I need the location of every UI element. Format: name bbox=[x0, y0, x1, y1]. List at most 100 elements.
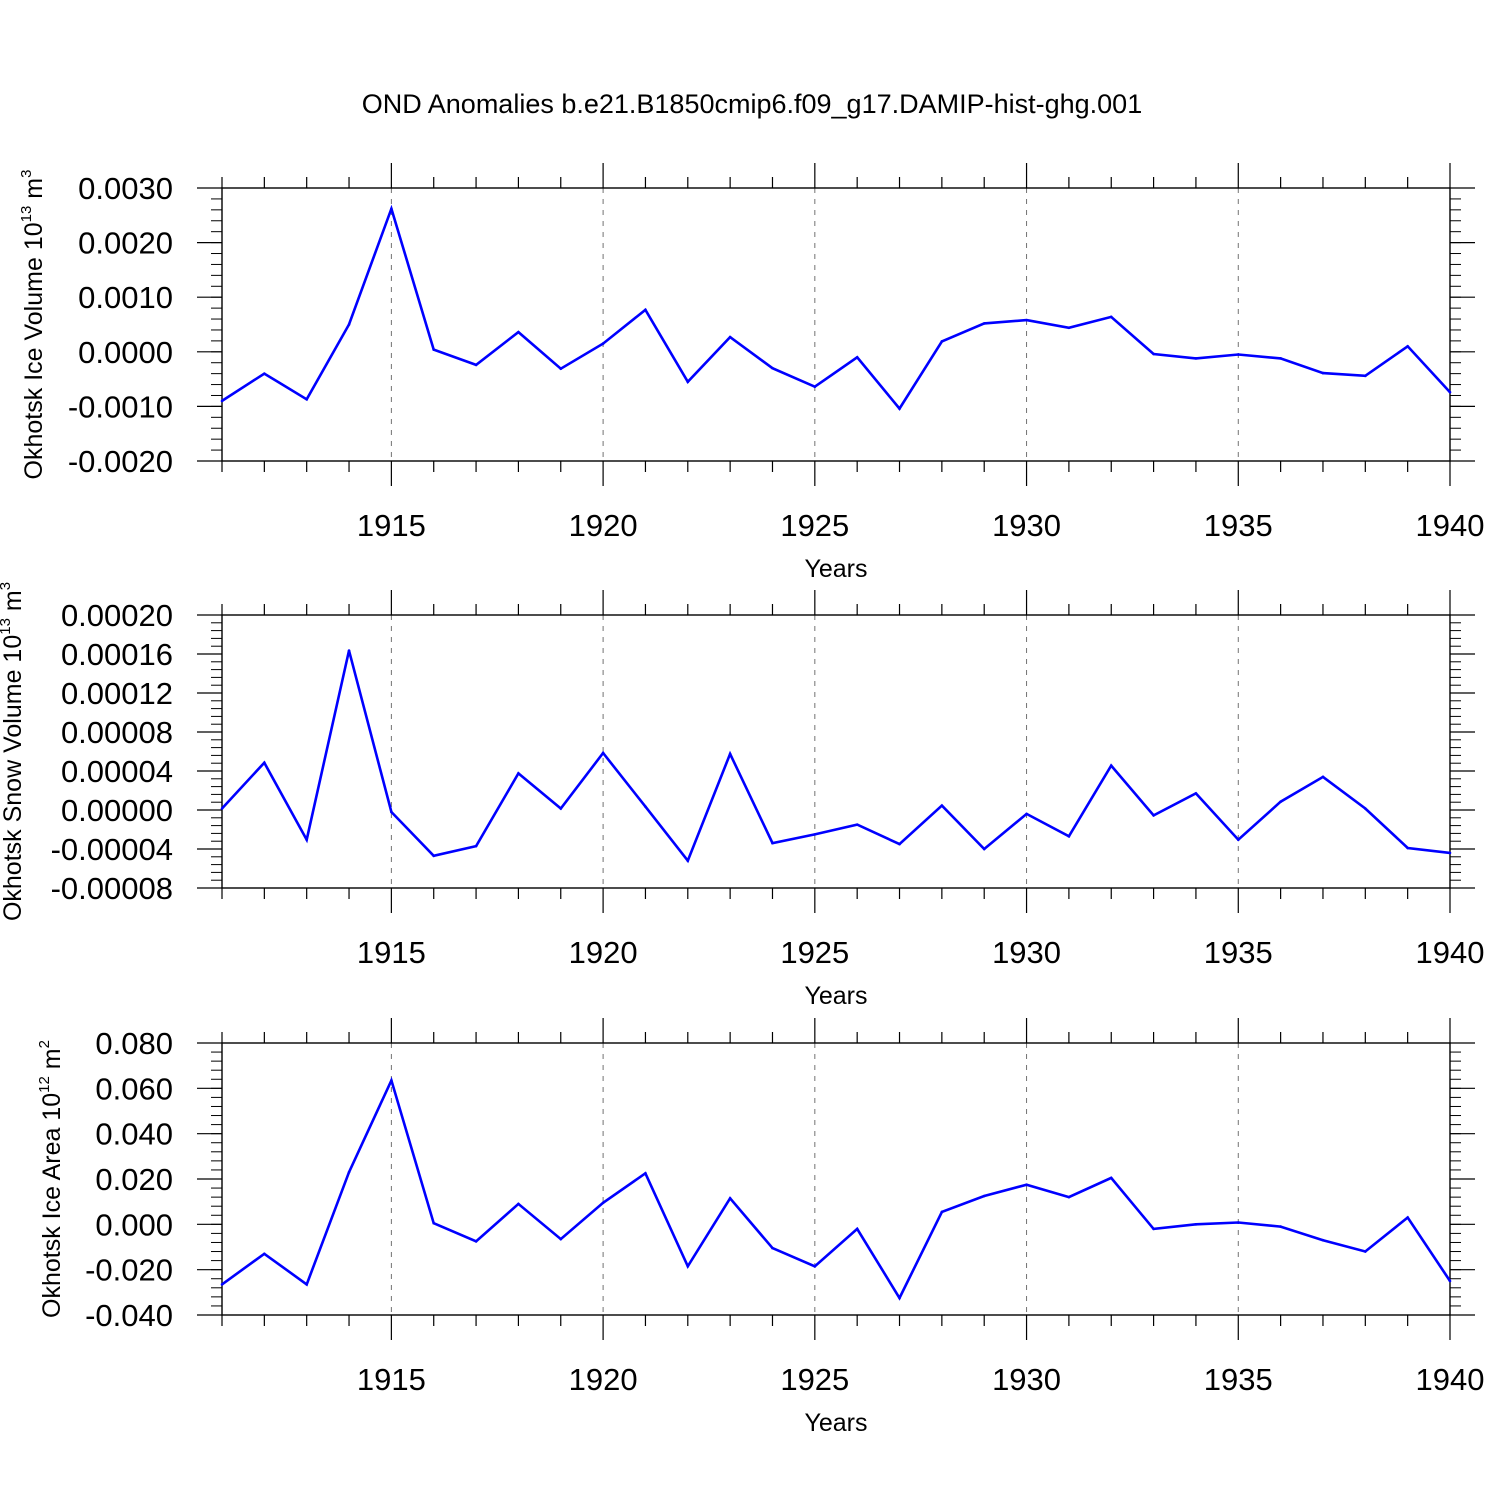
data-point-1937 bbox=[1321, 775, 1325, 779]
data-point-1934 bbox=[1194, 1223, 1198, 1226]
data-point-1938 bbox=[1364, 807, 1367, 810]
data-point-1924 bbox=[771, 366, 774, 370]
data-point-1932 bbox=[1109, 315, 1113, 319]
data-point-1938 bbox=[1364, 374, 1367, 378]
y-axis-title-unit: m bbox=[0, 590, 27, 618]
panel-1: 0.0030 0.0020 0.0010 0.0000 -0.0010 -0.0020 19… bbox=[18, 163, 1484, 583]
x-tick-label: 1930 bbox=[992, 935, 1061, 970]
series-line bbox=[221, 204, 1451, 411]
data-point-1926 bbox=[855, 355, 859, 359]
y-tick-label: 0.040 bbox=[95, 1117, 173, 1152]
y-tick-label: -0.0020 bbox=[68, 444, 173, 479]
data-point-1914 bbox=[347, 1170, 351, 1174]
panel-2: 0.00020 0.00016 0.00012 0.00008 0.00004 0.000… bbox=[0, 582, 1484, 1010]
data-point-1923 bbox=[728, 752, 732, 756]
y-axis-title: Okhotsk Ice Volume 1013 m3 bbox=[18, 170, 48, 480]
data-point-1930 bbox=[1025, 812, 1028, 816]
data-point-1923 bbox=[728, 335, 732, 339]
plot-frame bbox=[221, 614, 1451, 889]
x-tick-label: 1925 bbox=[780, 1362, 849, 1397]
data-point-1933 bbox=[1152, 814, 1155, 817]
y-axis-title-prefix: Okhotsk Ice Volume 10 bbox=[20, 222, 48, 479]
data-point-1911 bbox=[220, 399, 224, 403]
data-point-1940 bbox=[1448, 1279, 1452, 1283]
data-point-1929 bbox=[982, 1194, 986, 1198]
data-point-1934 bbox=[1194, 792, 1198, 795]
data-point-1911 bbox=[220, 807, 224, 810]
data-point-1917 bbox=[474, 844, 478, 848]
data-point-1938 bbox=[1364, 1250, 1367, 1253]
data-point-1936 bbox=[1279, 800, 1282, 804]
data-point-1935 bbox=[1236, 838, 1240, 842]
data-point-1921 bbox=[644, 1172, 647, 1175]
x-tick-label: 1935 bbox=[1204, 1362, 1273, 1397]
chart-title: OND Anomalies b.e21.B1850cmip6.f09_g17.D… bbox=[362, 89, 1142, 119]
y-tick-label: 0.0030 bbox=[78, 171, 173, 206]
data-point-1920 bbox=[601, 751, 605, 755]
data-point-1917 bbox=[474, 1240, 478, 1243]
data-point-1926 bbox=[855, 823, 859, 826]
y-tick-label: 0.060 bbox=[95, 1071, 173, 1106]
data-point-1923 bbox=[728, 1196, 732, 1200]
y-axis-title-exp: 13 bbox=[18, 206, 35, 223]
data-point-1921 bbox=[644, 805, 647, 808]
panel-3: 0.080 0.060 0.040 0.020 0.000 -0.020 -0.040 191… bbox=[36, 1018, 1484, 1437]
y-tick-label: 0.0010 bbox=[78, 280, 173, 315]
data-point-1932 bbox=[1109, 764, 1113, 767]
plot-frame bbox=[221, 187, 1451, 462]
x-tick-label: 1920 bbox=[569, 935, 638, 970]
data-point-1912 bbox=[263, 372, 266, 375]
data-point-1918 bbox=[517, 1202, 520, 1206]
y-tick-label: -0.040 bbox=[85, 1298, 173, 1333]
data-point-1916 bbox=[432, 854, 436, 858]
data-point-1921 bbox=[644, 308, 647, 312]
data-point-1916 bbox=[432, 348, 436, 351]
y-tick-label: -0.00008 bbox=[51, 871, 173, 906]
x-tick-label: 1915 bbox=[357, 1362, 426, 1397]
y-tick-label: 0.0000 bbox=[78, 335, 173, 370]
y-tick-label: 0.000 bbox=[95, 1207, 173, 1242]
data-point-1932 bbox=[1109, 1176, 1113, 1180]
x-tick-label: 1935 bbox=[1204, 935, 1273, 970]
x-axis-title: Years bbox=[804, 555, 867, 583]
data-point-1912 bbox=[263, 1252, 266, 1256]
data-point-1919 bbox=[559, 807, 563, 810]
data-point-1930 bbox=[1025, 318, 1028, 322]
y-axis-title-exp: 12 bbox=[36, 1076, 53, 1093]
data-point-1925 bbox=[813, 385, 817, 389]
data-point-1933 bbox=[1152, 352, 1155, 356]
y-axis-title-unit: m bbox=[38, 1048, 66, 1076]
data-point-1928 bbox=[940, 1210, 944, 1214]
data-point-1917 bbox=[474, 363, 478, 367]
data-point-1913 bbox=[305, 398, 308, 401]
y-axis-title-prefix: Okhotsk Snow Volume 10 bbox=[0, 635, 27, 921]
series-line bbox=[221, 650, 1451, 864]
data-point-1925 bbox=[813, 1264, 817, 1268]
x-tick-label: 1915 bbox=[357, 508, 426, 543]
plot-frame bbox=[221, 1042, 1451, 1316]
data-point-1920 bbox=[601, 1201, 605, 1205]
x-tick-label: 1920 bbox=[569, 1362, 638, 1397]
x-axis-title: Years bbox=[804, 1409, 867, 1437]
data-point-1940 bbox=[1448, 390, 1452, 394]
data-point-1913 bbox=[305, 1283, 308, 1286]
data-point-1915 bbox=[390, 810, 393, 814]
y-tick-label: 0.00012 bbox=[61, 676, 173, 711]
data-point-1939 bbox=[1406, 1216, 1409, 1219]
data-point-1936 bbox=[1279, 1225, 1282, 1228]
data-point-1939 bbox=[1406, 846, 1409, 850]
data-point-1933 bbox=[1152, 1227, 1155, 1231]
x-tick-label: 1920 bbox=[569, 508, 638, 543]
data-point-1912 bbox=[263, 761, 266, 765]
data-point-1928 bbox=[940, 340, 944, 343]
y-axis-title: Okhotsk Ice Area 1012 m2 bbox=[36, 1040, 66, 1318]
data-point-1927 bbox=[898, 407, 901, 410]
x-tick-label: 1935 bbox=[1204, 508, 1273, 543]
data-point-1930 bbox=[1025, 1183, 1028, 1186]
data-point-1935 bbox=[1236, 1221, 1240, 1224]
y-tick-label: 0.00008 bbox=[61, 715, 173, 750]
data-point-1918 bbox=[517, 330, 520, 334]
data-point-1924 bbox=[771, 1246, 774, 1250]
